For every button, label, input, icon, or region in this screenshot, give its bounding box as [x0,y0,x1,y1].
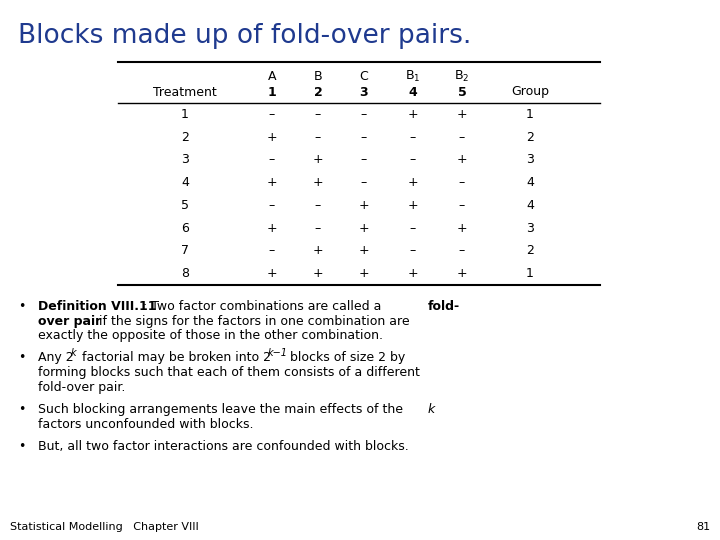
Text: : Two factor combinations are called a: : Two factor combinations are called a [143,300,385,313]
Text: 3: 3 [360,85,369,98]
Text: +: + [312,267,323,280]
Text: –: – [269,108,275,121]
Text: exactly the opposite of those in the other combination.: exactly the opposite of those in the oth… [38,329,383,342]
Text: C: C [359,70,369,83]
Text: –: – [459,245,465,258]
Text: 3: 3 [526,153,534,166]
Text: 5: 5 [181,199,189,212]
Text: +: + [312,176,323,189]
Text: –: – [459,176,465,189]
Text: +: + [312,153,323,166]
Text: •: • [18,352,25,365]
Text: 81: 81 [696,522,710,532]
Text: 1: 1 [526,267,534,280]
Text: +: + [312,245,323,258]
Text: •: • [18,403,25,416]
Text: +: + [359,221,369,234]
Text: 4: 4 [409,85,418,98]
Text: k: k [428,403,436,416]
Text: Any 2: Any 2 [38,352,73,365]
Text: –: – [459,199,465,212]
Text: 1: 1 [526,108,534,121]
Text: +: + [266,176,277,189]
Text: +: + [266,221,277,234]
Text: –: – [361,176,367,189]
Text: 1: 1 [181,108,189,121]
Text: –: – [269,245,275,258]
Text: +: + [456,108,467,121]
Text: –: – [315,108,321,121]
Text: 5: 5 [458,85,467,98]
Text: fold-over pair.: fold-over pair. [38,381,125,394]
Text: •: • [18,440,25,453]
Text: Such blocking arrangements leave the main effects of the: Such blocking arrangements leave the mai… [38,403,407,416]
Text: –: – [361,131,367,144]
Text: over pair: over pair [38,314,102,327]
Text: 3: 3 [526,221,534,234]
Text: factors unconfounded with blocks.: factors unconfounded with blocks. [38,417,253,430]
Text: 1: 1 [268,85,276,98]
Text: forming blocks such that each of them consists of a different: forming blocks such that each of them co… [38,366,420,379]
Text: 8: 8 [181,267,189,280]
Text: 2: 2 [314,85,323,98]
Text: +: + [408,199,418,212]
Text: +: + [456,221,467,234]
Text: 2: 2 [181,131,189,144]
Text: –: – [315,199,321,212]
Text: +: + [359,199,369,212]
Text: –: – [410,131,416,144]
Text: Definition VIII.11: Definition VIII.11 [38,300,156,313]
Text: B$_1$: B$_1$ [405,69,420,84]
Text: 2: 2 [526,245,534,258]
Text: –: – [269,199,275,212]
Text: A: A [268,70,276,83]
Text: 4: 4 [526,176,534,189]
Text: fold-: fold- [428,300,460,313]
Text: 7: 7 [181,245,189,258]
Text: –: – [410,221,416,234]
Text: 2: 2 [526,131,534,144]
Text: +: + [359,245,369,258]
Text: 4: 4 [526,199,534,212]
Text: –: – [361,153,367,166]
Text: But, all two factor interactions are confounded with blocks.: But, all two factor interactions are con… [38,440,409,453]
Text: –: – [361,108,367,121]
Text: Treatment: Treatment [153,85,217,98]
Text: +: + [266,131,277,144]
Text: +: + [359,267,369,280]
Text: –: – [269,153,275,166]
Text: Group: Group [511,85,549,98]
Text: 6: 6 [181,221,189,234]
Text: 4: 4 [181,176,189,189]
Text: +: + [266,267,277,280]
Text: –: – [315,131,321,144]
Text: –: – [459,131,465,144]
Text: +: + [408,267,418,280]
Text: +: + [408,108,418,121]
Text: k: k [71,348,76,357]
Text: –: – [410,153,416,166]
Text: k−1: k−1 [268,348,288,357]
Text: 3: 3 [181,153,189,166]
Text: factorial may be broken into 2: factorial may be broken into 2 [78,352,271,365]
Text: +: + [408,176,418,189]
Text: +: + [456,153,467,166]
Text: –: – [315,221,321,234]
Text: blocks of size 2 by: blocks of size 2 by [286,352,405,365]
Text: B: B [314,70,323,83]
Text: +: + [456,267,467,280]
Text: B$_2$: B$_2$ [454,69,469,84]
Text: Blocks made up of fold-over pairs.: Blocks made up of fold-over pairs. [18,23,472,49]
Text: Statistical Modelling   Chapter VIII: Statistical Modelling Chapter VIII [10,522,199,532]
Text: if the signs for the factors in one combination are: if the signs for the factors in one comb… [95,314,410,327]
Text: •: • [18,300,25,313]
Text: –: – [410,245,416,258]
